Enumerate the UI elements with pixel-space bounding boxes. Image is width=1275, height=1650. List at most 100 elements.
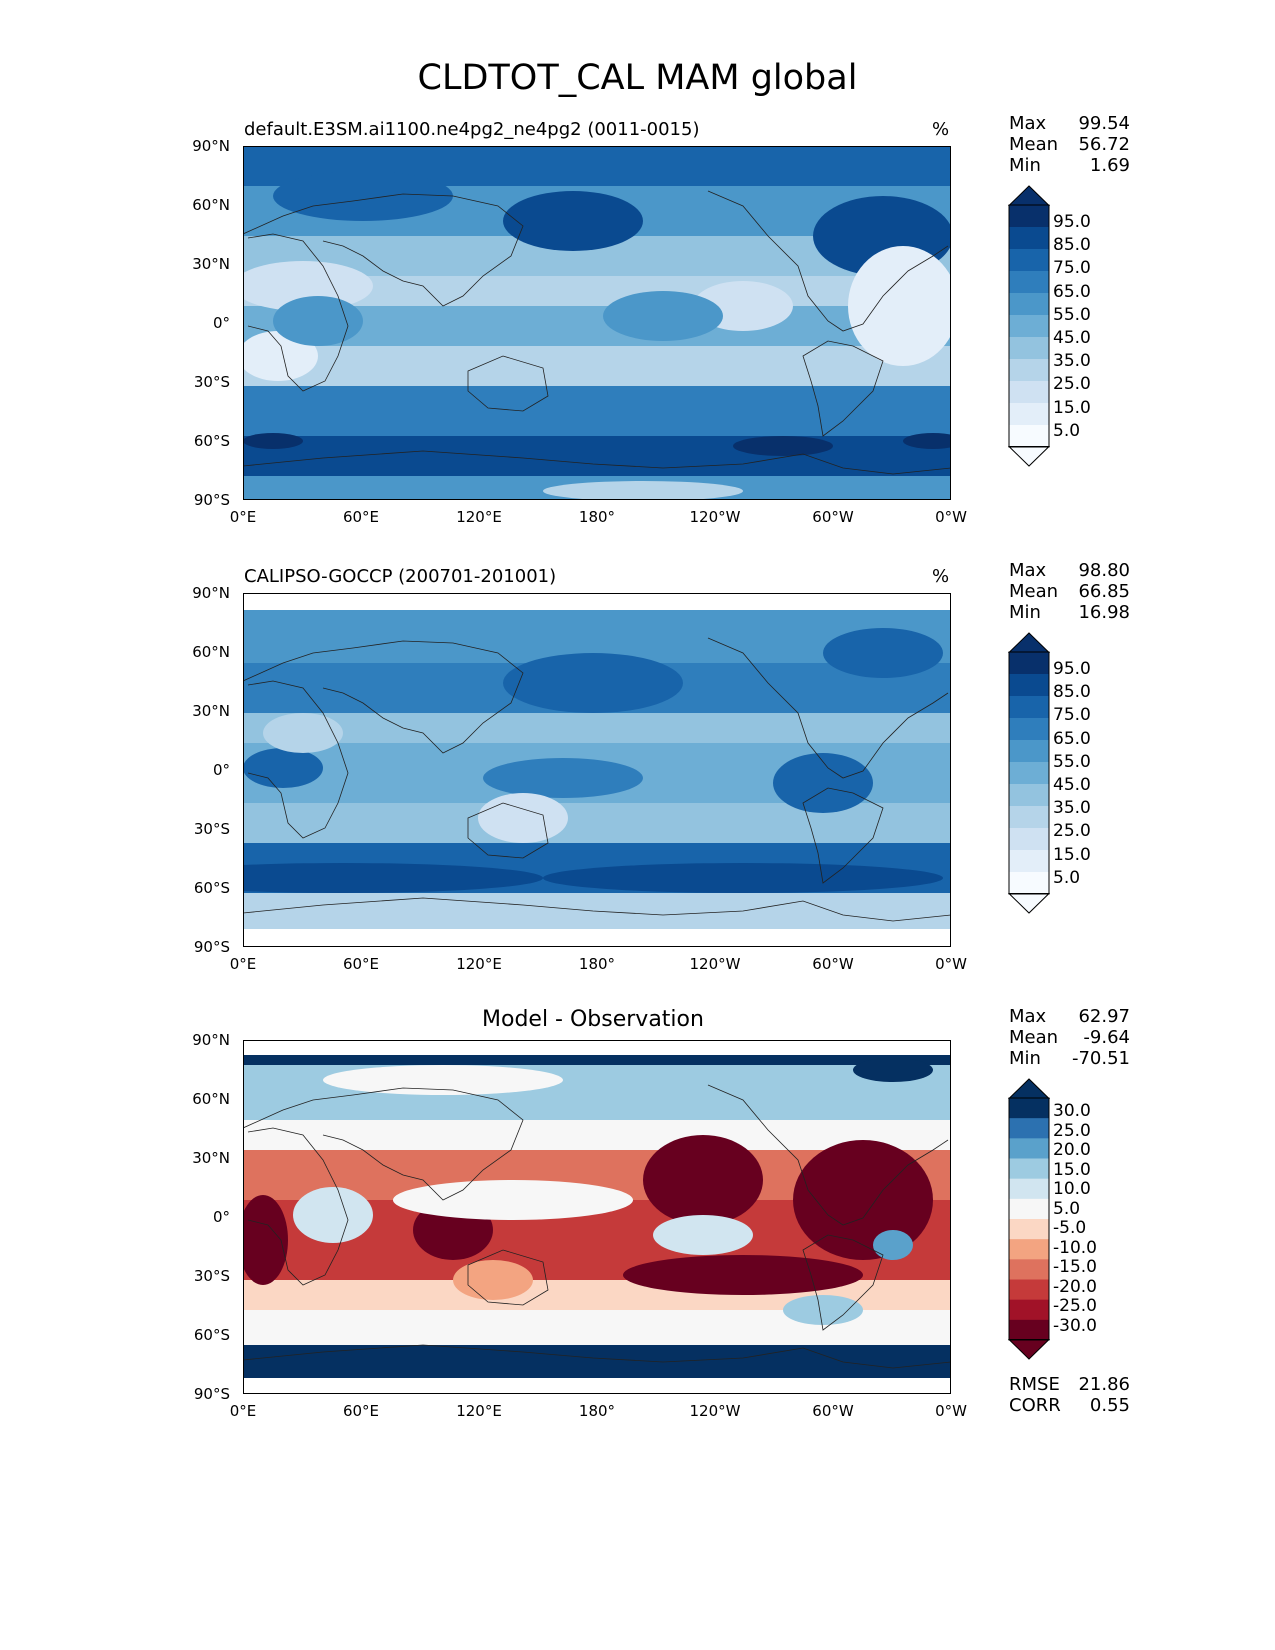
lat-tick-label: 60°S	[193, 879, 230, 897]
field-blob-8	[393, 1180, 633, 1220]
field-blob-9	[733, 436, 833, 456]
colorbar-label: 15.0	[1053, 397, 1091, 418]
colorbar-label: -15.0	[1053, 1257, 1097, 1277]
lat-tick-label: 30°S	[193, 820, 230, 838]
corr-val: 0.55	[1089, 1395, 1130, 1416]
colorbar-label: 30.0	[1053, 1101, 1091, 1121]
field-band-0	[243, 1040, 951, 1055]
panel2-max-key: Max	[1009, 560, 1047, 581]
field-blob-12	[853, 1058, 933, 1082]
colorbar-label: 55.0	[1053, 304, 1091, 325]
colorbar-label: -30.0	[1053, 1315, 1097, 1336]
lon-tick-label: 180°	[578, 955, 616, 973]
rmse-key: RMSE	[1009, 1374, 1060, 1395]
field-band-6	[243, 386, 951, 436]
coastline-1	[243, 1087, 524, 1201]
field-band-3	[243, 713, 951, 743]
panel2-min-val: 16.98	[1078, 602, 1130, 623]
colorbar-swatch-11	[1009, 1319, 1049, 1341]
colorbar-label: 35.0	[1053, 351, 1091, 372]
colorbar-swatch-1	[1009, 1118, 1049, 1139]
colorbar-swatch-2	[1009, 249, 1049, 272]
colorbar-1	[1008, 185, 1050, 467]
field-blob-11	[323, 1065, 563, 1095]
map-panel-1	[243, 146, 951, 500]
colorbar-label: 85.0	[1053, 682, 1091, 703]
colorbar-label: 95.0	[1053, 659, 1091, 679]
lon-tick-label: 60°W	[812, 1402, 854, 1420]
coastline-3	[707, 1084, 949, 1226]
lon-tick-label: 120°E	[456, 955, 502, 973]
panel2-min-key: Min	[1009, 602, 1041, 623]
panel3-label: Model - Observation	[482, 1007, 704, 1032]
colorbar-label: 5.0	[1053, 420, 1081, 441]
field-blob-7	[453, 1260, 533, 1300]
colorbar-label: 55.0	[1053, 751, 1091, 772]
colorbar-swatch-6	[1009, 1219, 1049, 1240]
lon-tick-label: 120°W	[689, 955, 741, 973]
colorbar-extend-bottom	[1008, 446, 1050, 467]
lon-tick-label: 0°E	[229, 1402, 257, 1420]
colorbar-label: -20.0	[1053, 1276, 1097, 1297]
field-blob-4	[483, 758, 643, 798]
colorbar-swatch-4	[1009, 1178, 1049, 1200]
coastline-0	[247, 1127, 349, 1286]
lon-tick-label: 60°E	[342, 1402, 380, 1420]
lat-tick-label: 0°	[212, 1208, 230, 1226]
colorbar-swatch-3	[1009, 718, 1049, 741]
lat-tick-label: 0°	[212, 314, 230, 332]
lat-tick-label: 90°S	[193, 938, 230, 956]
lon-tick-label: 180°	[578, 1402, 616, 1420]
colorbar-swatch-5	[1009, 315, 1049, 338]
panel2-label: CALIPSO-GOCCP (200701-201001)	[244, 566, 557, 587]
colorbar-swatch-8	[1009, 1259, 1049, 1280]
field-blob-0	[503, 191, 643, 251]
field-band-3	[243, 1120, 951, 1150]
coastline-2	[467, 355, 549, 412]
lat-tick-label: 60°N	[192, 643, 230, 661]
panel3-min-key: Min	[1009, 1048, 1041, 1069]
colorbar-2	[1008, 632, 1050, 914]
panel1-mean-key: Mean	[1009, 134, 1059, 155]
field-blob-7	[273, 296, 363, 346]
colorbar-swatch-0	[1009, 205, 1049, 228]
colorbar-label: -25.0	[1053, 1296, 1097, 1316]
field-blob-3	[653, 1215, 753, 1255]
colorbar-label: -5.0	[1053, 1218, 1087, 1238]
colorbar-swatch-10	[1009, 872, 1049, 895]
field-blob-2	[273, 171, 453, 221]
colorbar-swatch-3	[1009, 271, 1049, 294]
figure-title: CLDTOT_CAL MAM global	[417, 58, 858, 98]
colorbar-label: 15.0	[1053, 844, 1091, 865]
coastline-0	[247, 680, 349, 839]
colorbar-frame	[1008, 651, 1050, 895]
colorbar-label: 65.0	[1053, 281, 1091, 302]
coastline-3	[707, 637, 949, 779]
colorbar-label: 15.0	[1053, 1159, 1091, 1180]
field-band-5	[243, 346, 951, 386]
lat-tick-label: 30°N	[192, 702, 230, 720]
colorbar-swatch-5	[1009, 762, 1049, 785]
lon-tick-label: 120°E	[456, 1402, 502, 1420]
lat-tick-label: 90°N	[192, 1031, 230, 1049]
colorbar-label: -10.0	[1053, 1237, 1097, 1258]
lon-tick-label: 120°W	[689, 508, 741, 526]
colorbar-swatch-0	[1009, 652, 1049, 675]
colorbar-swatch-4	[1009, 293, 1049, 316]
panel2-mean-key: Mean	[1009, 581, 1059, 602]
coastline-5	[243, 897, 951, 922]
field-blob-10	[783, 1295, 863, 1325]
field-blob-8	[603, 291, 723, 341]
colorbar-swatch-6	[1009, 337, 1049, 360]
field-blob-5	[243, 1195, 288, 1285]
colorbar-label: 25.0	[1053, 374, 1091, 395]
colorbar-label: 10.0	[1053, 1179, 1091, 1199]
colorbar-label: 75.0	[1053, 705, 1091, 726]
field-band-8	[243, 929, 951, 947]
panel1-unit: %	[932, 119, 950, 140]
colorbar-swatch-9	[1009, 1279, 1049, 1301]
colorbar-swatch-7	[1009, 1239, 1049, 1260]
colorbar-label: 95.0	[1053, 212, 1091, 232]
field-blob-1	[793, 1140, 933, 1260]
field-band-9	[243, 1378, 951, 1394]
